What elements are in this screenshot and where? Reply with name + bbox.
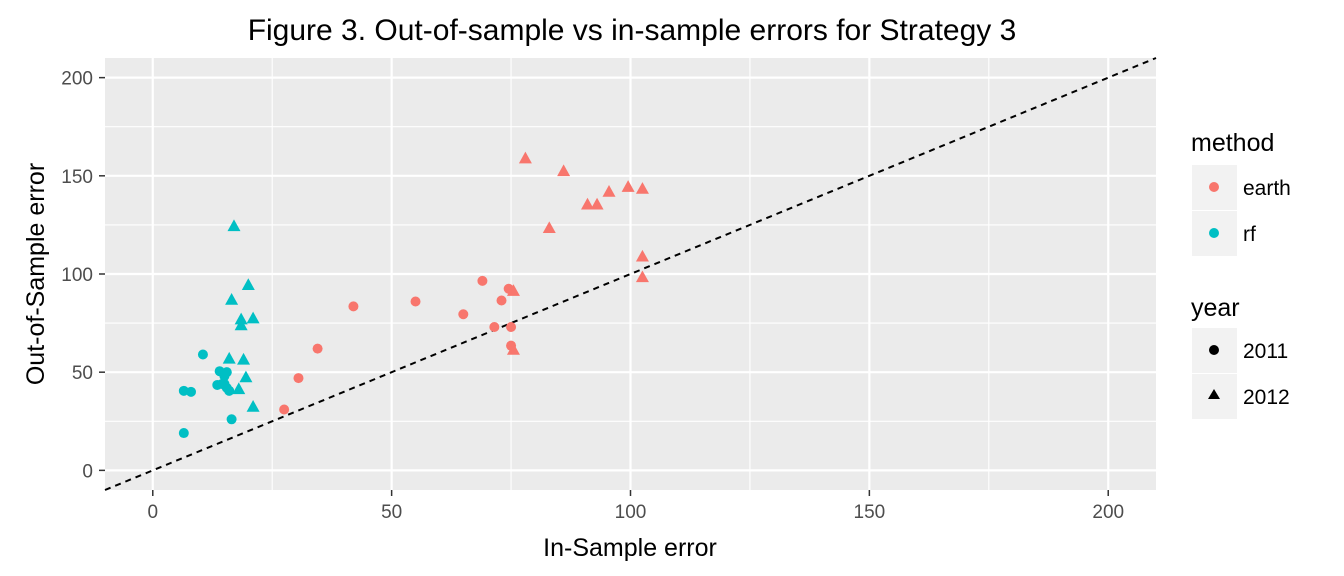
y-tick-label: 150 <box>61 167 93 188</box>
x-tick-label: 50 <box>381 502 402 523</box>
point-rf-2012 <box>239 370 253 383</box>
point-earth-2012 <box>635 270 649 283</box>
legend-2012-label: 2012 <box>1243 386 1290 409</box>
x-axis-title: In-Sample error <box>543 534 717 562</box>
point-earth-2012 <box>506 284 520 296</box>
y-tick-label: 100 <box>61 265 93 286</box>
legend-earth-label: earth <box>1243 177 1291 200</box>
point-rf-2012 <box>241 278 255 290</box>
point-earth-2012 <box>621 180 635 192</box>
legend-earth-swatch <box>1209 182 1219 192</box>
point-rf-2012 <box>234 312 248 325</box>
point-rf-2011 <box>224 385 235 396</box>
legend: method earth rf year 2011 2012 <box>1191 129 1291 419</box>
chart-title: Figure 3. Out-of-sample vs in-sample err… <box>248 14 1017 47</box>
y-tick-label: 200 <box>61 69 93 90</box>
point-rf-2012 <box>227 219 241 232</box>
point-rf-2012 <box>237 352 251 365</box>
point-earth-2012 <box>635 182 649 194</box>
x-axis: 0 50 100 150 200 <box>147 490 1124 523</box>
point-earth-2011 <box>348 301 359 312</box>
point-earth-2012 <box>635 249 649 262</box>
point-rf-2011 <box>221 367 232 378</box>
point-earth-2011 <box>489 322 500 333</box>
y-tick-label: 50 <box>72 363 93 384</box>
legend-2011-label: 2011 <box>1243 340 1288 363</box>
point-earth-2011 <box>410 296 421 307</box>
point-earth-2012 <box>590 197 604 210</box>
point-rf-2011 <box>197 349 208 360</box>
point-rf-2012 <box>246 400 260 412</box>
point-rf-2012 <box>246 311 260 324</box>
point-rf-2012 <box>234 318 248 331</box>
legend-2011-swatch <box>1209 345 1219 355</box>
point-earth-2012 <box>557 164 571 177</box>
grid-lines <box>105 58 1156 490</box>
legend-rf-swatch <box>1209 228 1219 238</box>
point-earth-2012 <box>506 343 520 355</box>
point-earth-2012 <box>602 185 616 197</box>
x-tick-label: 150 <box>854 502 886 523</box>
y-tick-label: 0 <box>82 461 93 482</box>
reference-line-group <box>104 57 1157 491</box>
point-rf-2012 <box>222 351 236 364</box>
point-earth-2011 <box>312 343 323 354</box>
point-earth-2012 <box>542 221 556 234</box>
point-earth-2011 <box>293 373 304 384</box>
x-tick-label: 100 <box>615 502 647 523</box>
legend-2012-swatch <box>1208 389 1220 399</box>
legend-method-title: method <box>1191 129 1274 157</box>
point-earth-2011 <box>477 275 488 286</box>
y-axis: 0 50 100 150 200 <box>61 69 105 482</box>
point-rf-2011 <box>178 428 189 439</box>
point-earth-2011 <box>506 322 517 333</box>
point-earth-2011 <box>496 295 507 306</box>
x-tick-label: 0 <box>147 502 158 523</box>
point-earth-2012 <box>518 151 532 164</box>
reference-line <box>104 57 1157 491</box>
point-rf-2012 <box>225 293 239 305</box>
legend-rf-label: rf <box>1243 223 1256 246</box>
point-rf-2011 <box>185 386 196 397</box>
point-rf-2011 <box>226 414 237 425</box>
point-earth-2012 <box>581 197 595 210</box>
x-tick-label: 200 <box>1092 502 1124 523</box>
y-axis-title: Out-of-Sample error <box>22 163 50 385</box>
point-earth-2011 <box>458 309 469 320</box>
point-earth-2011 <box>279 404 290 415</box>
data-points <box>178 151 649 439</box>
point-rf-2012 <box>232 382 246 395</box>
legend-year-title: year <box>1191 294 1240 322</box>
